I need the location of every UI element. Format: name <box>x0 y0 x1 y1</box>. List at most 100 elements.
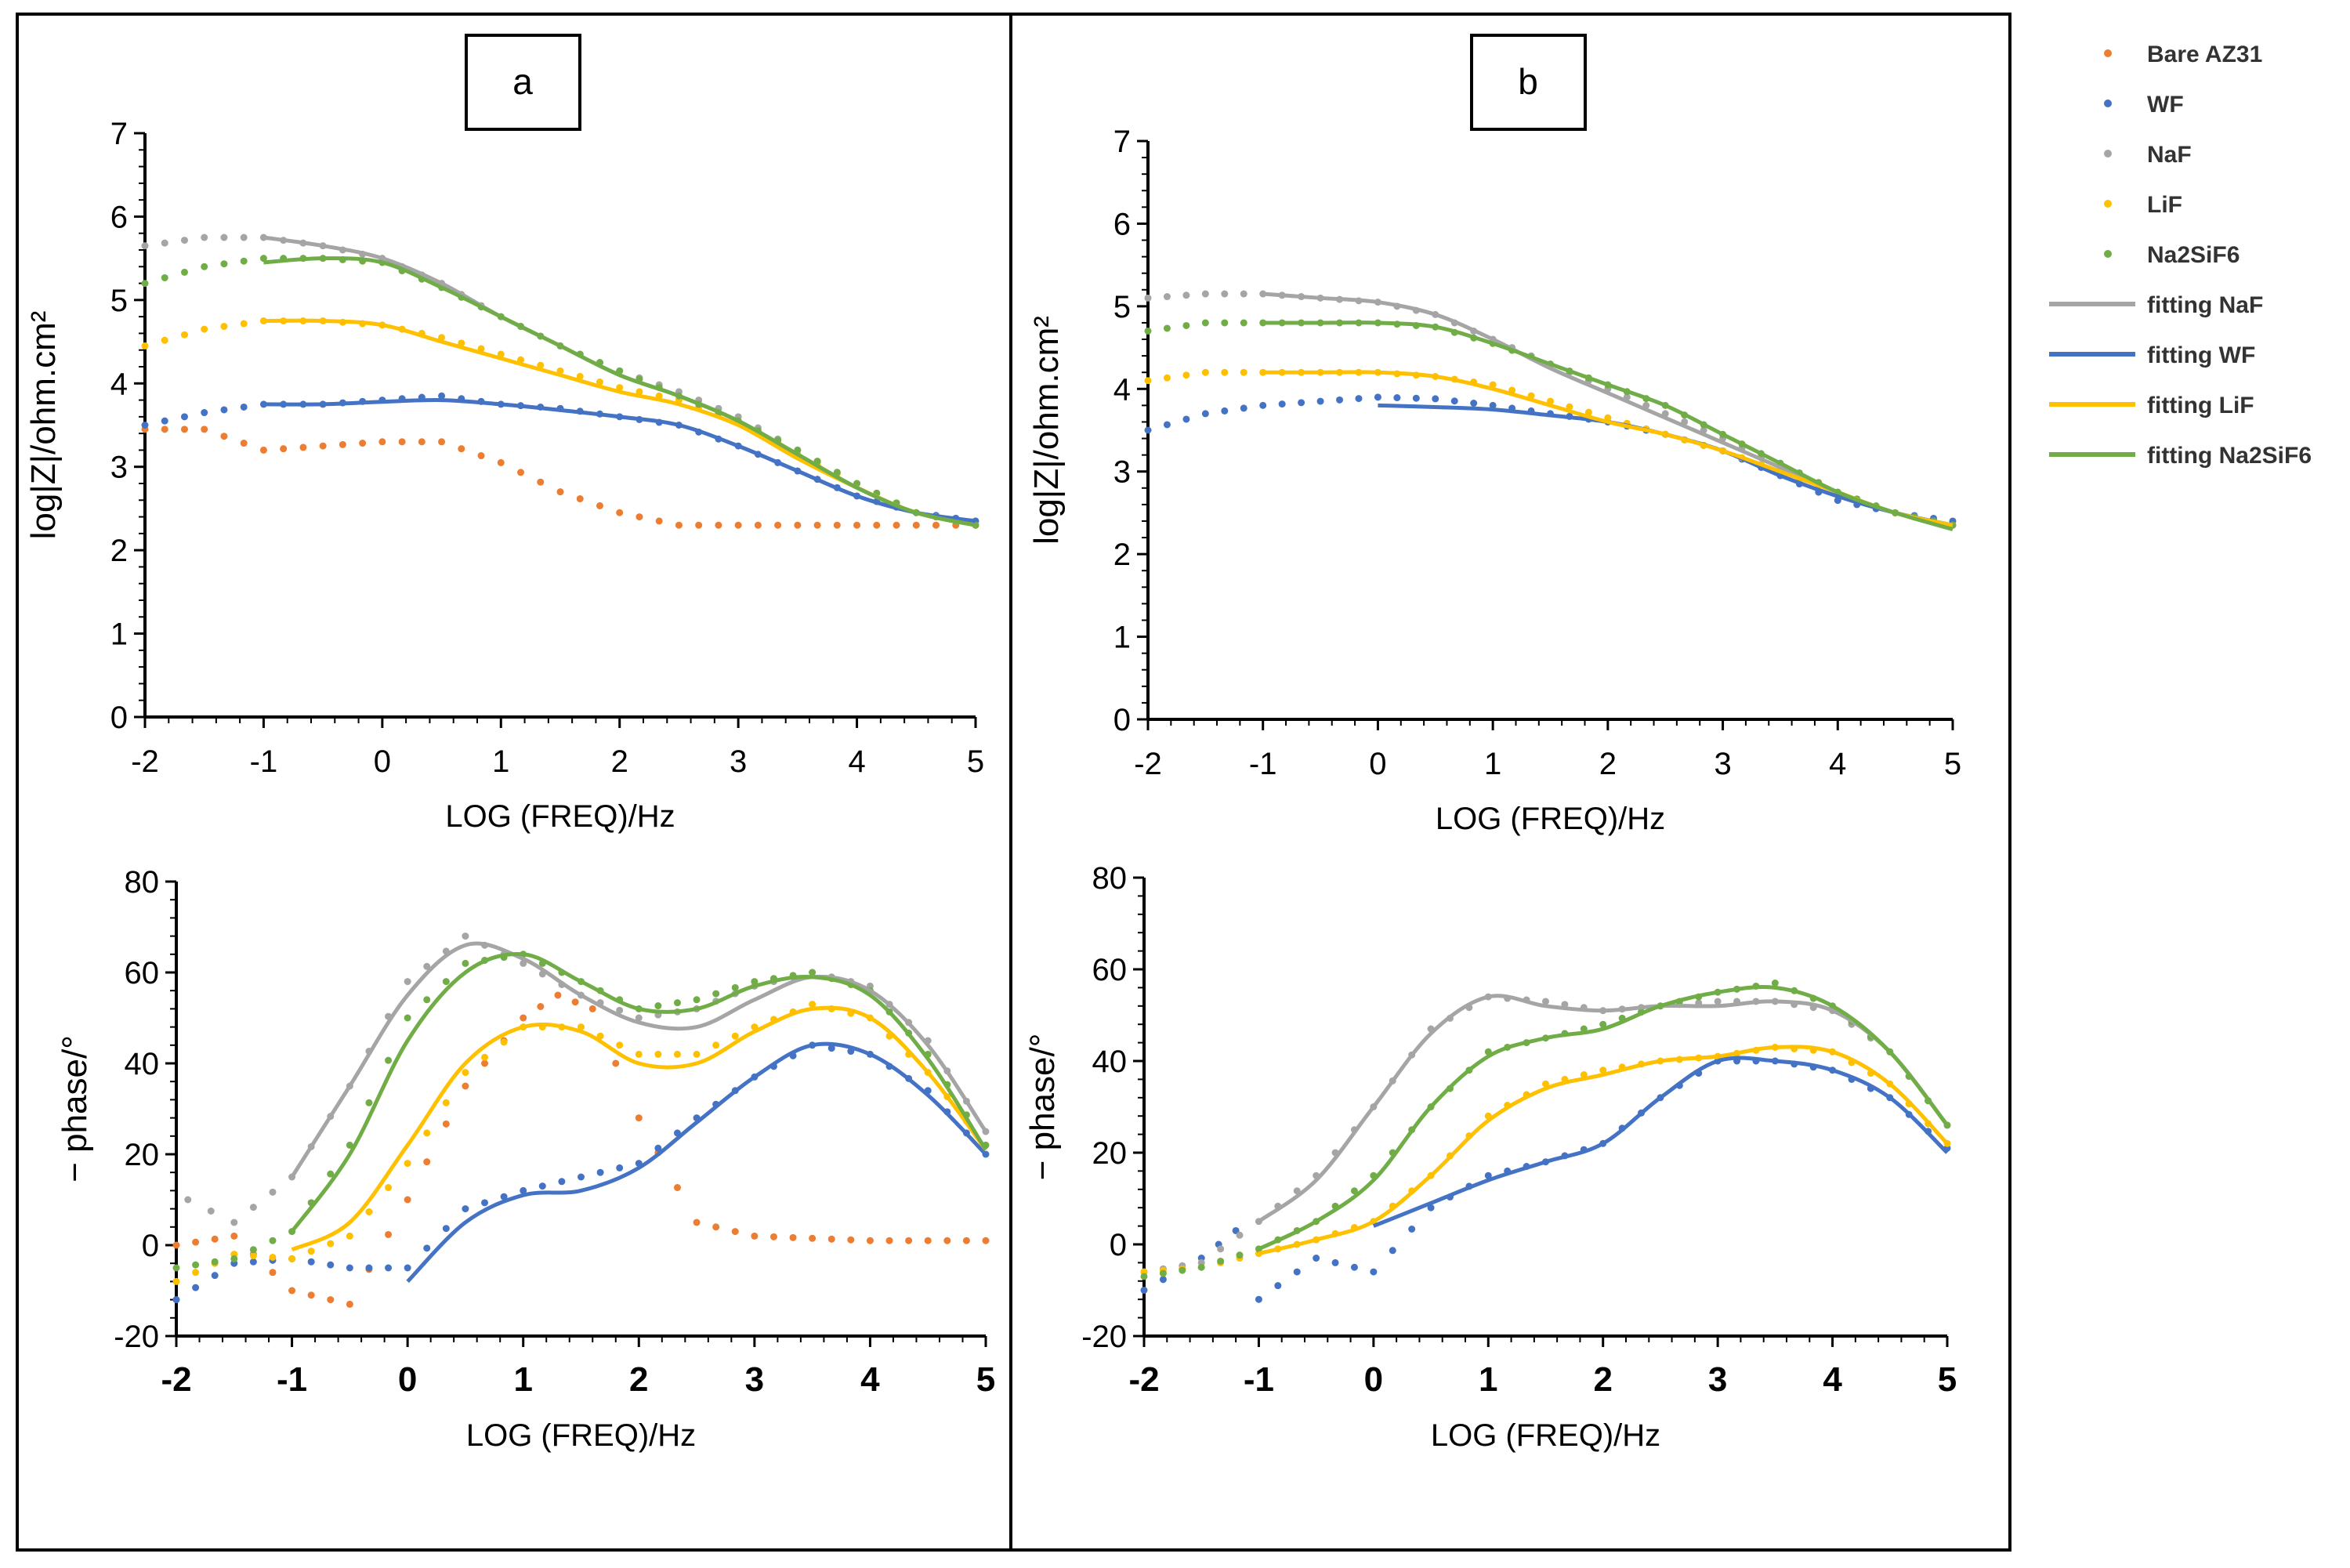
data-point <box>207 1208 215 1215</box>
data-point <box>693 996 701 1004</box>
data-point <box>1240 319 1247 327</box>
data-point <box>1144 377 1152 385</box>
data-point <box>853 521 861 529</box>
data-point <box>438 438 446 446</box>
data-point <box>885 1237 893 1244</box>
data-point <box>378 438 386 446</box>
data-point <box>1542 998 1549 1005</box>
data-point <box>1350 1187 1358 1195</box>
x-tick-label: -2 <box>1134 747 1162 781</box>
y-tick-label: -20 <box>114 1320 159 1354</box>
data-point <box>695 521 703 529</box>
x-axis-label: LOG (FREQ)/Hz <box>466 1418 696 1453</box>
x-tick-label: -2 <box>131 744 159 779</box>
data-point <box>1489 401 1497 409</box>
x-tick-label: 5 <box>967 744 984 779</box>
data-point <box>307 1248 315 1255</box>
series-fitting-wf <box>1372 1056 1949 1228</box>
data-point <box>249 1204 257 1211</box>
fit-line <box>290 951 988 1233</box>
y-tick-label: 80 <box>1092 861 1128 896</box>
x-tick-label: 1 <box>492 744 509 779</box>
data-point <box>517 469 525 476</box>
legend-dot <box>2104 250 2112 258</box>
x-tick-label: 0 <box>1369 747 1386 781</box>
y-tick-label: 20 <box>125 1138 160 1172</box>
data-point <box>1159 1276 1167 1284</box>
legend-item: Bare AZ31 <box>2104 42 2262 67</box>
data-point <box>1412 394 1420 402</box>
x-tick-label: 1 <box>1484 747 1501 781</box>
data-point <box>1236 1231 1244 1239</box>
legend-dot <box>2104 200 2112 208</box>
legend-label: fitting Na2SiF6 <box>2147 443 2312 469</box>
data-point <box>211 1235 219 1243</box>
fit-line <box>1258 985 1949 1251</box>
legend-label: LiF <box>2147 192 2182 218</box>
legend-label: Bare AZ31 <box>2147 42 2262 67</box>
series-fitting-na2sif6 <box>1262 320 1954 531</box>
fit-line <box>1258 1045 1949 1256</box>
data-point <box>385 1184 393 1192</box>
data-point <box>220 323 228 331</box>
fit-line <box>263 256 976 527</box>
data-point <box>616 509 624 516</box>
data-point <box>1432 395 1439 403</box>
data-point <box>731 1032 739 1040</box>
x-tick-label: 3 <box>745 1360 764 1399</box>
data-point <box>161 273 168 281</box>
y-tick-label: 60 <box>125 956 160 990</box>
data-point <box>172 1264 180 1272</box>
data-point <box>230 1219 238 1226</box>
y-tick-label: 5 <box>1113 290 1131 324</box>
data-point <box>346 1232 353 1240</box>
legend-item: WF <box>2104 92 2184 118</box>
data-point <box>1163 421 1171 429</box>
data-point <box>1389 1247 1396 1255</box>
x-tick-label: 3 <box>1708 1360 1727 1399</box>
data-point <box>596 1032 604 1040</box>
series-fitting-na2sif6 <box>1258 985 1949 1251</box>
data-point <box>576 495 584 503</box>
data-point <box>462 1082 469 1090</box>
data-point <box>1144 294 1152 302</box>
data-point <box>141 280 149 288</box>
data-point <box>912 521 920 529</box>
data-point <box>201 263 208 270</box>
data-point <box>319 442 327 450</box>
x-tick-label: 3 <box>1714 747 1731 781</box>
data-point <box>1163 293 1171 301</box>
y-tick-label: 20 <box>1092 1136 1128 1171</box>
series-fitting-naf <box>1257 994 1949 1223</box>
data-point <box>141 422 149 429</box>
data-point <box>327 1261 335 1269</box>
data-point <box>442 978 450 986</box>
series-fitting-lif <box>1258 1045 1949 1256</box>
data-point <box>269 1237 277 1244</box>
data-point <box>180 237 188 244</box>
data-point <box>616 1041 624 1049</box>
data-point <box>833 521 841 529</box>
fit-line <box>1372 1056 1949 1228</box>
data-point <box>1599 1020 1607 1028</box>
data-point <box>211 1272 219 1280</box>
data-point <box>1350 1263 1358 1271</box>
data-point <box>769 1233 777 1240</box>
panel-b-label-box: b <box>1470 34 1587 131</box>
data-point <box>462 959 469 967</box>
data-point <box>1274 1282 1282 1290</box>
x-tick-label: 2 <box>629 1360 648 1399</box>
data-point <box>715 521 722 529</box>
data-point <box>1159 1269 1167 1277</box>
data-point <box>438 392 446 400</box>
y-tick-label: 5 <box>110 284 128 318</box>
data-point <box>654 1002 662 1010</box>
data-point <box>1201 368 1209 376</box>
y-tick-label: 60 <box>1092 953 1128 987</box>
data-point <box>1336 396 1344 404</box>
data-point <box>500 1038 508 1046</box>
data-point <box>847 1236 855 1244</box>
chart-a-phase: -20 0 20 40 60 80 -2 -1 0 1 2 3 4 5 LOG (FREQ)/Hz − pha… <box>56 865 995 1453</box>
data-point <box>1313 1255 1320 1262</box>
data-point <box>481 1053 489 1061</box>
